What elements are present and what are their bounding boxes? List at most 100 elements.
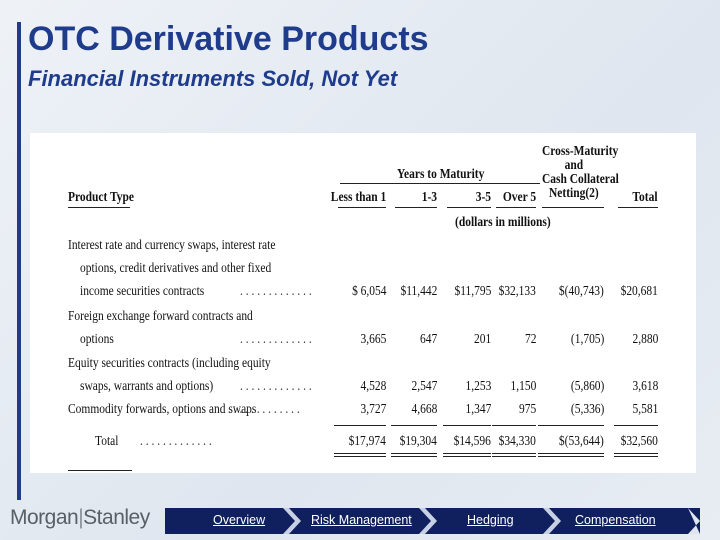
table-cell: $11,442: [400, 283, 437, 298]
table-cell: $ 6,054: [351, 283, 386, 298]
title: OTC Derivative Products: [28, 20, 429, 58]
rule: [334, 425, 386, 426]
table-cell: 201: [473, 331, 491, 346]
column-header: Cross-Maturity: [542, 143, 619, 158]
product-label: Equity securities contracts (including e…: [68, 355, 271, 370]
rule: [391, 453, 437, 454]
table-cell: 3,618: [632, 378, 658, 393]
table-cell: 2,547: [411, 378, 437, 393]
dot-leader: . . . . . . . . . . . . .: [240, 331, 312, 346]
nav-link[interactable]: Compensation: [575, 513, 656, 527]
column-header: Netting(2): [549, 185, 599, 200]
rule: [496, 207, 536, 208]
rule: [391, 456, 437, 457]
rule: [492, 425, 536, 426]
rule: [395, 207, 437, 208]
logo-separator: |: [78, 506, 84, 529]
logo: Morgan|Stanley: [10, 506, 150, 530]
table-cell: $11,795: [454, 283, 491, 298]
rule: [538, 456, 604, 457]
nav-arrow: [283, 508, 301, 534]
table-cell: 4,528: [360, 378, 386, 393]
nav-link[interactable]: Overview: [213, 513, 266, 527]
table-cell: 1,150: [510, 378, 536, 393]
table-cell: 3,727: [360, 401, 386, 416]
nav-arrow: [419, 508, 437, 534]
table-cell: 1,253: [465, 378, 491, 393]
table-cell: $20,681: [620, 283, 658, 298]
table-cell: 5,581: [632, 401, 658, 416]
product-label: options, credit derivatives and other fi…: [80, 260, 272, 275]
product-header: Product Type: [68, 189, 134, 204]
dot-leader: . . . . . . . . . . . . .: [240, 378, 312, 393]
rule: [338, 207, 386, 208]
dot-leader: . . . . . . . . . . . . .: [240, 283, 312, 298]
rule: [538, 453, 604, 454]
table-cell: $(40,743): [559, 283, 604, 298]
rule: [614, 453, 658, 454]
table-cell: 72: [524, 331, 536, 346]
nav-arrow: [688, 508, 700, 534]
table-cell: 2,880: [632, 331, 658, 346]
table-cell: $34,330: [498, 433, 536, 448]
rule: [443, 453, 491, 454]
product-label: Commodity forwards, options and swaps: [68, 401, 257, 416]
nav-arrow: [543, 508, 561, 534]
rule: [443, 425, 491, 426]
table-cell: 4,668: [411, 401, 437, 416]
table-cell: $19,304: [399, 433, 437, 448]
column-header: Total: [632, 189, 658, 204]
rule: [618, 207, 658, 208]
rule: [492, 456, 536, 457]
table-cell: 975: [518, 401, 536, 416]
table-cell: 1,347: [465, 401, 491, 416]
table-cell: $32,133: [498, 283, 536, 298]
table-cell: 647: [419, 331, 437, 346]
product-label: Total: [95, 433, 119, 448]
table-cell: (5,336): [570, 401, 604, 416]
product-label: swaps, warrants and options): [80, 378, 214, 393]
column-header: 3-5: [475, 189, 491, 204]
product-label: options: [80, 331, 114, 346]
column-header: and: [564, 157, 584, 172]
table-cell: 3,665: [360, 331, 386, 346]
table-cell: $14,596: [453, 433, 491, 448]
product-label: Interest rate and currency swaps, intere…: [68, 237, 276, 252]
rule: [447, 207, 491, 208]
nav-bar: [165, 508, 700, 534]
column-header: Less than 1: [330, 189, 386, 204]
table-cell: (1,705): [570, 331, 604, 346]
nav-link[interactable]: Risk Management: [311, 513, 412, 527]
table-panel: [30, 133, 696, 473]
table-cell: $(53,644): [559, 433, 604, 448]
group-header: Years to Maturity: [397, 166, 485, 181]
column-header: Over 5: [502, 189, 536, 204]
product-label: Foreign exchange forward contracts and: [68, 308, 253, 323]
table-cell: $17,974: [348, 433, 386, 448]
rule: [443, 456, 491, 457]
column-header: Cash Collateral: [542, 171, 619, 186]
accent-bar: [17, 22, 21, 500]
rule: [334, 453, 386, 454]
table-cell: (5,860): [570, 378, 604, 393]
logo-text: Stanley: [83, 506, 150, 529]
rule: [542, 207, 604, 208]
rule: [614, 456, 658, 457]
dot-leader: . . . . . . . . . . . . .: [140, 433, 212, 448]
nav-link[interactable]: Hedging: [467, 513, 514, 527]
table-cell: $32,560: [620, 433, 658, 448]
rule: [68, 207, 130, 208]
subtitle: Financial Instruments Sold, Not Yet: [28, 66, 398, 91]
rule: [614, 425, 658, 426]
dot-leader: . . . . . . . . . . . . .: [228, 401, 300, 416]
units-note: (dollars in millions): [455, 214, 551, 229]
logo-text: Morgan: [10, 506, 79, 529]
column-header: 1-3: [421, 189, 437, 204]
product-label: income securities contracts: [80, 283, 205, 298]
rule: [492, 453, 536, 454]
rule: [340, 183, 540, 184]
rule: [538, 425, 604, 426]
rule: [68, 470, 132, 471]
rule: [391, 425, 437, 426]
